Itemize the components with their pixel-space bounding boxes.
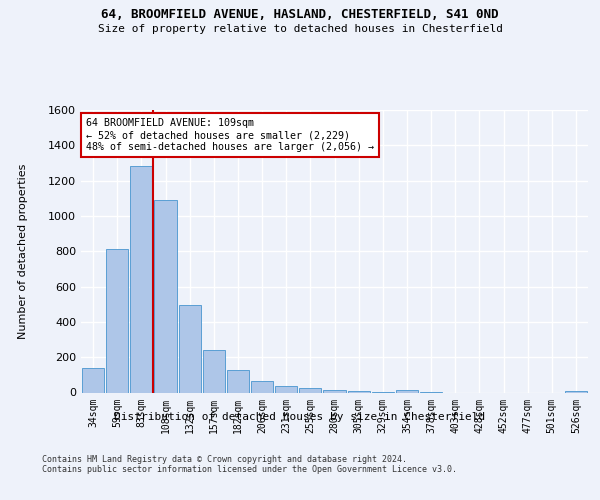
Bar	[251, 381, 273, 392]
Bar	[275, 386, 298, 392]
Bar	[565, 390, 587, 392]
Text: Distribution of detached houses by size in Chesterfield: Distribution of detached houses by size …	[115, 412, 485, 422]
Bar	[323, 390, 346, 392]
Text: Size of property relative to detached houses in Chesterfield: Size of property relative to detached ho…	[97, 24, 503, 34]
Bar	[130, 166, 152, 392]
Text: 64, BROOMFIELD AVENUE, HASLAND, CHESTERFIELD, S41 0ND: 64, BROOMFIELD AVENUE, HASLAND, CHESTERF…	[101, 8, 499, 20]
Bar	[299, 388, 322, 392]
Bar	[82, 368, 104, 392]
Bar	[396, 390, 418, 392]
Text: 64 BROOMFIELD AVENUE: 109sqm
← 52% of detached houses are smaller (2,229)
48% of: 64 BROOMFIELD AVENUE: 109sqm ← 52% of de…	[86, 118, 374, 152]
Bar	[347, 391, 370, 392]
Bar	[227, 370, 249, 392]
Text: Contains HM Land Registry data © Crown copyright and database right 2024.
Contai: Contains HM Land Registry data © Crown c…	[42, 455, 457, 474]
Bar	[203, 350, 225, 393]
Bar	[154, 200, 176, 392]
Bar	[179, 305, 201, 392]
Bar	[106, 248, 128, 392]
Y-axis label: Number of detached properties: Number of detached properties	[18, 164, 28, 339]
